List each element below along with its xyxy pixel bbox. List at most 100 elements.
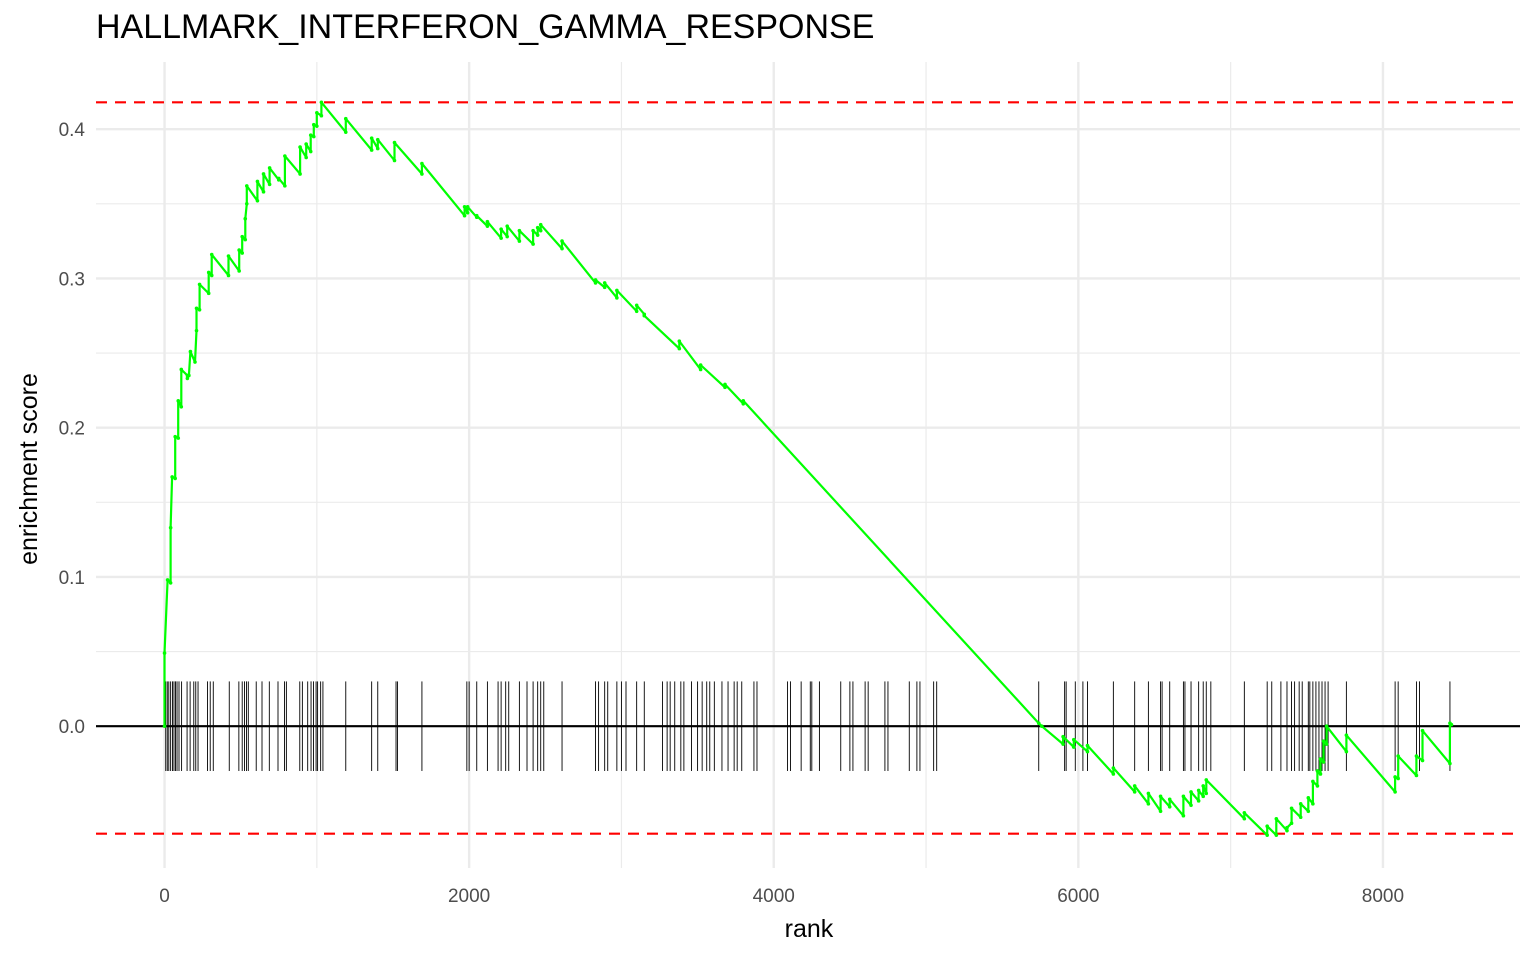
enrichment-point <box>267 182 272 187</box>
axis-tick-labels: 0 2000 4000 6000 8000 0.0 0.1 0.2 0.3 0.4 <box>59 120 1404 907</box>
enrichment-point <box>255 199 260 203</box>
enrichment-point <box>535 233 540 237</box>
enrichment-point <box>1132 784 1137 788</box>
enrichment-point <box>1242 816 1247 821</box>
enrichment-point <box>1298 815 1303 820</box>
enrichment-point <box>206 270 211 275</box>
enrichment-point <box>1285 828 1289 833</box>
enrichment-point <box>485 219 490 224</box>
y-tick-label: 0.3 <box>59 269 85 290</box>
enrichment-point <box>465 210 470 215</box>
y-tick-label: 0.0 <box>59 717 85 738</box>
enrichment-point <box>1393 790 1397 794</box>
enrichment-point <box>602 285 607 290</box>
enrichment-point <box>615 288 619 293</box>
enrichment-point <box>170 475 174 479</box>
enrichment-point <box>283 154 287 158</box>
enrichment-point <box>243 237 248 242</box>
enrichment-point <box>188 349 193 354</box>
enrichment-point <box>1285 825 1289 830</box>
enrichment-point <box>298 145 302 149</box>
enrichment-point <box>267 166 272 170</box>
enrichment-point <box>531 242 535 246</box>
enrichment-point <box>1414 754 1419 758</box>
enrichment-point <box>165 578 170 582</box>
enrichment-point <box>1306 809 1311 814</box>
enrichment-point <box>392 158 397 163</box>
enrichment-point <box>462 213 467 218</box>
enrichment-point <box>375 146 380 151</box>
enrichment-point <box>1158 794 1163 799</box>
enrichment-point <box>593 281 598 285</box>
enrichment-point <box>319 113 324 118</box>
y-tick-label: 0.4 <box>59 120 86 141</box>
enrichment-point <box>173 476 177 481</box>
grid-lines <box>96 62 1520 868</box>
enrichment-point <box>499 227 503 231</box>
enrichment-point <box>1201 784 1206 788</box>
enrichment-point <box>375 137 380 142</box>
x-tick-label: 4000 <box>753 886 795 907</box>
enrichment-point <box>505 234 510 239</box>
enrichment-point <box>311 134 316 139</box>
enrichment-point <box>1321 760 1326 764</box>
enrichment-point <box>1265 833 1269 837</box>
enrichment-point <box>1306 796 1311 800</box>
enrichment-point <box>1039 724 1044 729</box>
enrichment-point <box>187 373 191 378</box>
enrichment-point <box>642 313 647 318</box>
enrichment-point <box>1189 803 1193 808</box>
enrichment-point <box>237 269 241 273</box>
enrichment-point <box>194 328 199 333</box>
enrichment-point <box>173 434 177 439</box>
enrichment-point <box>420 172 424 176</box>
enrichment-point <box>343 116 348 121</box>
enrichment-point <box>261 172 266 176</box>
enrichment-point <box>1111 766 1116 770</box>
enrichment-point <box>634 309 639 314</box>
enrichment-point <box>1167 805 1172 809</box>
enrichment-point <box>1324 724 1329 729</box>
enrichment-point <box>209 273 214 278</box>
enrichment-point <box>1146 802 1151 806</box>
enrichment-point <box>593 278 598 282</box>
enrichment-point <box>179 367 184 372</box>
enrichment-point <box>244 201 249 206</box>
enrichment-point <box>1085 743 1090 748</box>
enrichment-point <box>315 124 319 128</box>
enrichment-point <box>1146 791 1151 796</box>
enrichment-point <box>560 239 564 243</box>
enrichment-point <box>1061 734 1065 739</box>
enrichment-point <box>538 228 543 233</box>
enrichment-point <box>1448 761 1452 766</box>
enrichment-point <box>392 140 397 145</box>
enrichment-point <box>1204 791 1209 796</box>
enrichment-point <box>1311 779 1315 784</box>
enrichment-point <box>1289 821 1294 826</box>
enrichment-point <box>226 254 231 258</box>
enrichment-point <box>1196 799 1201 803</box>
enrichment-point <box>517 228 522 233</box>
enrichment-point <box>1396 776 1400 781</box>
enrichment-point <box>244 184 249 188</box>
chart-title: HALLMARK_INTERFERON_GAMMA_RESPONSE <box>96 8 875 46</box>
enrichment-point <box>474 213 479 218</box>
enrichment-point <box>1265 824 1269 829</box>
enrichment-point <box>194 306 199 311</box>
enrichment-point <box>1242 810 1247 815</box>
enrichment-point <box>462 204 467 209</box>
enrichment-point <box>369 148 374 152</box>
enrichment-point <box>1311 802 1315 806</box>
x-tick-label: 0 <box>159 886 170 907</box>
enrichment-point <box>197 282 202 287</box>
enrichment-point <box>162 724 167 729</box>
enrichment-point <box>308 133 313 137</box>
enrichment-point <box>698 363 703 367</box>
enrichment-point <box>1289 806 1294 811</box>
enrichment-point <box>677 346 682 351</box>
enrichment-point <box>1298 802 1303 806</box>
enrichment-point <box>1201 794 1206 799</box>
enrichment-point <box>1344 749 1349 754</box>
enrichment-point <box>1414 773 1419 778</box>
enrichment-point <box>298 172 302 176</box>
